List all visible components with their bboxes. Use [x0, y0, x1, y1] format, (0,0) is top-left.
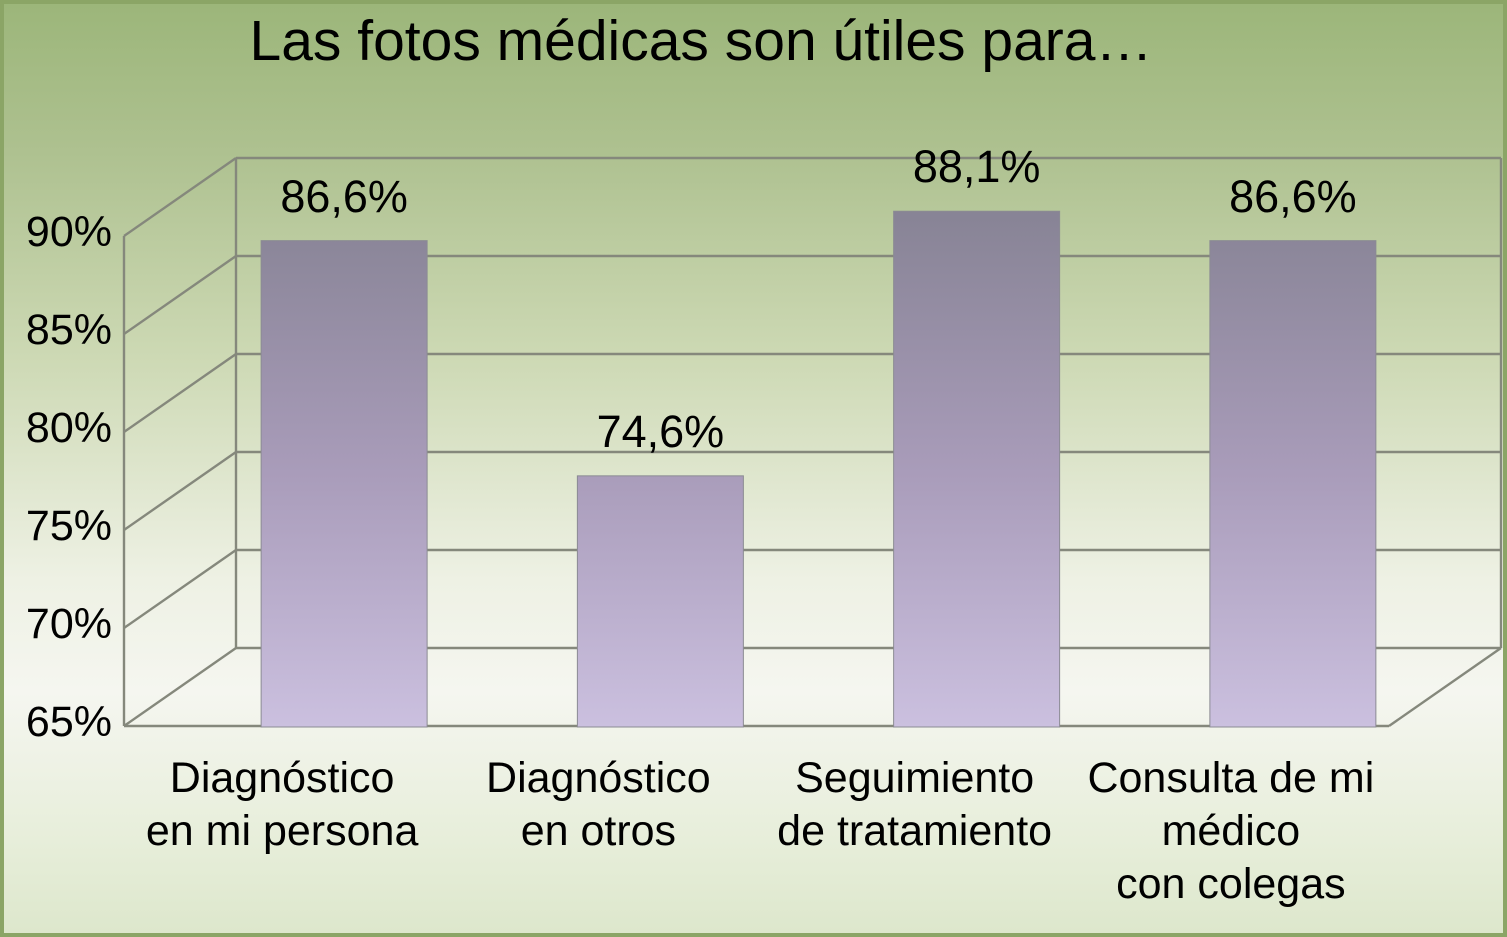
chart-title: Las fotos médicas son útiles para… — [249, 9, 1153, 73]
gridline-slant — [123, 549, 237, 629]
bar — [1209, 240, 1377, 728]
gridline-slant — [123, 353, 237, 433]
gridline-slant — [123, 451, 237, 531]
bar — [893, 210, 1061, 728]
bar — [260, 240, 428, 728]
bar — [576, 475, 744, 728]
gridline-slant — [123, 647, 237, 727]
gridline-slant — [123, 157, 237, 237]
floor-right-edge — [1388, 647, 1502, 727]
gridline-slant — [123, 255, 237, 335]
chart-canvas — [122, 156, 1503, 728]
